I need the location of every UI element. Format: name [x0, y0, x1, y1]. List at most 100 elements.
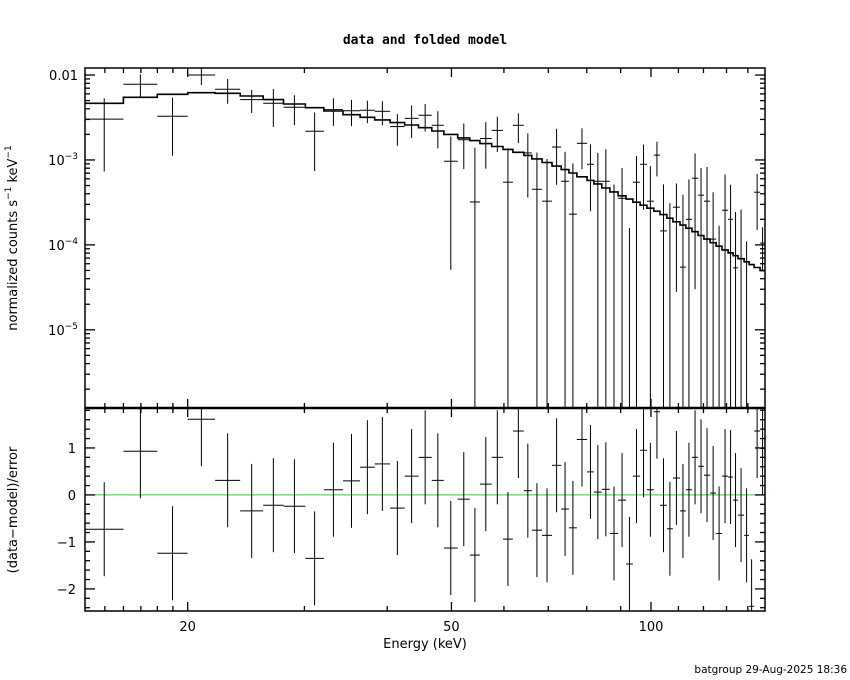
- residual-point: [523, 443, 532, 538]
- residual-point: [660, 458, 667, 553]
- residual-point: [85, 482, 124, 577]
- data-point: [653, 141, 661, 177]
- residual-point: [626, 517, 633, 611]
- residual-point: [722, 429, 729, 524]
- residual-point: [360, 420, 375, 515]
- residual-point: [187, 408, 216, 467]
- residual-point: [640, 408, 647, 498]
- residual-panel-data: [85, 408, 765, 611]
- data-point: [342, 99, 361, 127]
- residual-y-tick-label: 0: [68, 489, 76, 504]
- data-point: [601, 149, 610, 408]
- data-point: [679, 194, 686, 408]
- residual-point: [593, 445, 602, 540]
- residual-point: [283, 459, 306, 554]
- residual-point: [561, 462, 569, 557]
- data-point: [443, 136, 458, 270]
- data-point: [390, 114, 405, 146]
- data-point: [587, 144, 594, 212]
- top-y-tick-label: 10−4: [48, 237, 78, 254]
- residual-point: [749, 559, 755, 611]
- residual-point: [710, 446, 717, 541]
- data-point: [512, 113, 524, 144]
- residual-point: [263, 458, 284, 553]
- residual-point: [512, 408, 524, 479]
- residual-y-tick-label: −1: [57, 536, 76, 551]
- axis-tick-labels: 20 50 100 0.01 10−3 10−4 10−5 1 0 −1 −2: [48, 69, 663, 635]
- data-point: [685, 179, 692, 408]
- data-point: [722, 174, 729, 408]
- top-y-tick-label: 10−3: [48, 152, 78, 169]
- residual-point: [691, 410, 699, 505]
- residual-point: [157, 506, 188, 601]
- residual-point: [305, 511, 324, 606]
- data-point: [710, 192, 717, 408]
- data-point: [374, 101, 391, 126]
- residual-point: [491, 410, 503, 505]
- data-point: [360, 100, 375, 124]
- data-point: [646, 166, 654, 408]
- residual-point: [568, 480, 577, 575]
- residual-point: [744, 488, 750, 583]
- data-point: [187, 68, 216, 85]
- residual-point: [632, 429, 641, 524]
- data-point: [457, 123, 470, 170]
- data-point: [479, 122, 492, 169]
- data-point: [418, 103, 432, 132]
- data-point: [323, 98, 343, 126]
- x-axis-label: Energy (keV): [383, 637, 467, 652]
- residual-point: [443, 501, 458, 596]
- residual-y-tick-label: −2: [57, 583, 76, 598]
- residual-point: [123, 408, 158, 499]
- residual-point: [390, 461, 405, 556]
- x-tick-label: 20: [179, 620, 196, 635]
- data-point: [672, 183, 680, 292]
- residual-point: [479, 437, 492, 532]
- residual-point: [754, 408, 761, 479]
- residual-point: [738, 468, 745, 563]
- residual-point: [576, 408, 588, 487]
- data-point: [240, 89, 264, 114]
- residual-point: [728, 430, 734, 525]
- data-point: [157, 97, 188, 156]
- residual-point: [618, 453, 627, 548]
- x-tick-label: 100: [639, 620, 664, 635]
- residual-point: [469, 508, 480, 603]
- residual-point: [342, 433, 361, 528]
- residual-point: [215, 433, 241, 528]
- residual-point: [240, 463, 264, 558]
- residual-y-tick-label: 1: [68, 442, 76, 457]
- residual-point: [609, 486, 619, 581]
- data-point: [263, 88, 284, 127]
- top-panel-data: [85, 68, 765, 408]
- data-point: [491, 116, 503, 153]
- top-y-tick-label: 10−5: [48, 322, 78, 339]
- residual-point: [457, 452, 470, 547]
- data-point: [551, 128, 562, 185]
- residual-point: [679, 463, 686, 558]
- residual-point: [733, 453, 739, 548]
- data-point: [754, 173, 761, 230]
- residual-point: [502, 492, 513, 587]
- x-tick-label: 50: [443, 620, 460, 635]
- data-point: [561, 151, 569, 408]
- data-point: [523, 133, 532, 198]
- residual-point: [716, 486, 723, 581]
- data-point: [531, 152, 543, 408]
- data-point: [404, 105, 419, 139]
- axis-ticks: [85, 68, 765, 611]
- residual-point: [685, 442, 692, 537]
- data-point: [733, 212, 739, 408]
- data-point: [502, 148, 513, 408]
- data-point: [576, 128, 588, 170]
- residual-point: [404, 429, 419, 524]
- residual-point: [542, 488, 552, 583]
- data-point: [123, 74, 158, 98]
- residual-point: [323, 442, 343, 537]
- data-point: [283, 95, 306, 126]
- footer-stamp: batgroup 29-Aug-2025 18:36: [694, 664, 847, 676]
- data-point: [431, 111, 444, 149]
- data-point: [640, 144, 647, 210]
- data-point: [632, 155, 641, 408]
